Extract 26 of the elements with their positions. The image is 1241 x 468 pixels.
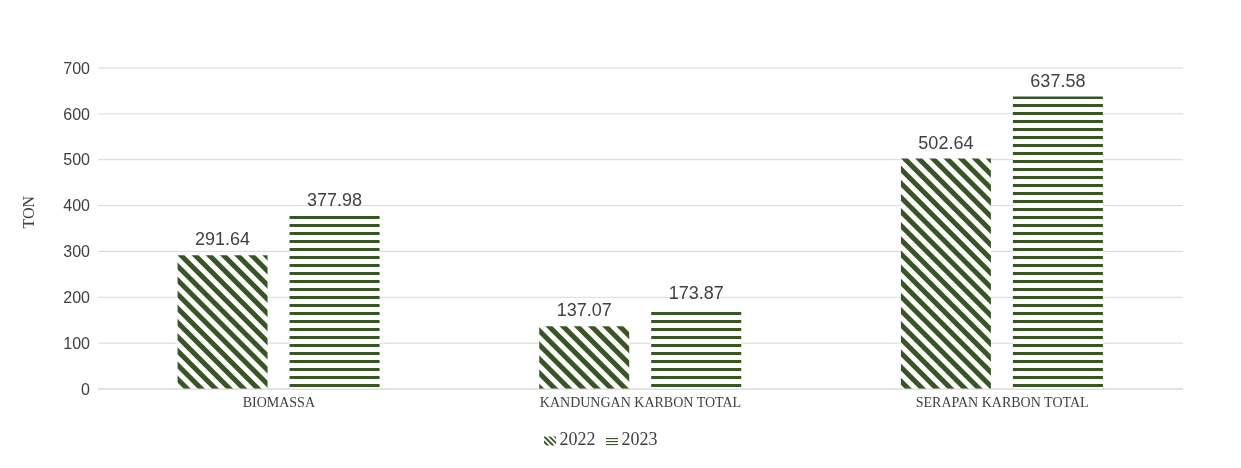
bar: [651, 309, 742, 389]
y-tick-label: 400: [63, 197, 91, 215]
y-tick-label: 300: [63, 243, 91, 261]
y-tick-label: 500: [63, 151, 91, 169]
bar: [289, 215, 380, 389]
y-tick-label: 100: [63, 334, 91, 352]
y-tick-label: 200: [63, 288, 91, 306]
data-label: 137.07: [556, 300, 612, 321]
bar: [539, 326, 630, 389]
legend-label: 2022: [559, 429, 596, 449]
x-tick-label: KANDUNGAN KARBON TOTAL: [539, 394, 742, 410]
data-label: 173.87: [668, 283, 724, 304]
data-label: 377.98: [307, 189, 363, 210]
bar: [900, 158, 991, 389]
y-axis-title: TON: [19, 195, 37, 229]
x-tick-label: SERAPAN KARBON TOTAL: [915, 394, 1089, 410]
bar: [177, 255, 268, 389]
y-tick-label: 600: [63, 105, 91, 123]
y-tick-label: 700: [63, 59, 91, 77]
x-tick-label: BIOMASSA: [242, 394, 316, 410]
legend-label: 2023: [621, 429, 658, 449]
bar: [1012, 96, 1103, 389]
data-label: 291.64: [195, 229, 251, 250]
data-label: 502.64: [918, 132, 974, 153]
data-label: 637.58: [1030, 70, 1086, 91]
y-tick-label: 0: [81, 380, 91, 398]
